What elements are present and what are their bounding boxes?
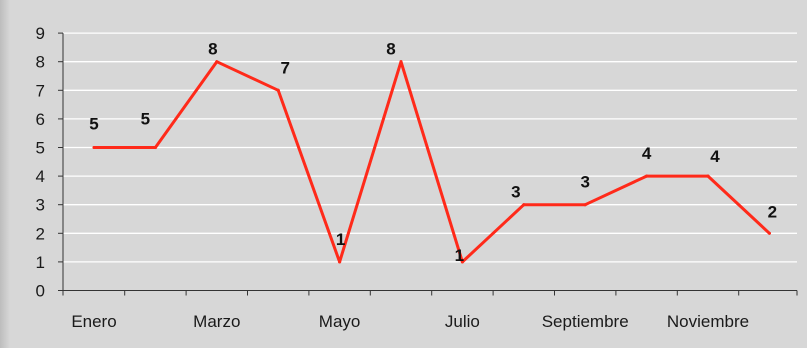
axes	[58, 32, 798, 296]
series-line-segment	[338, 60, 403, 264]
series-line-segment	[276, 88, 342, 264]
data-point	[92, 146, 96, 149]
series-line-segment	[215, 60, 280, 92]
y-tick-label: 2	[36, 224, 45, 243]
x-tick-label: Enero	[71, 312, 116, 331]
data-point	[645, 174, 649, 178]
data-point	[215, 60, 219, 64]
series-line-segment	[399, 60, 464, 264]
data-label: 1	[336, 230, 345, 249]
x-tick-label: Noviembre	[667, 312, 749, 331]
data-label: 2	[768, 202, 777, 221]
x-tick-label: Julio	[445, 312, 480, 331]
data-point	[706, 174, 710, 178]
data-point	[767, 231, 771, 235]
y-tick-label: 4	[36, 167, 45, 186]
y-tick-label: 6	[36, 110, 45, 129]
data-label: 4	[710, 147, 720, 166]
y-tick-label: 3	[36, 196, 45, 215]
series-line-segment	[583, 174, 649, 207]
y-tick-label: 1	[36, 253, 45, 272]
series-line-segment	[460, 203, 526, 264]
data-point	[399, 60, 403, 64]
data-label: 1	[455, 246, 464, 265]
data-label: 5	[141, 110, 150, 129]
data-labels: 5 5 8 7 1 8 1 3 3 4 4 2	[89, 40, 777, 265]
data-point	[460, 260, 464, 264]
data-label: 3	[580, 173, 589, 192]
x-tick-label: Septiembre	[542, 312, 629, 331]
data-label: 3	[511, 183, 520, 202]
x-tick-label: Mayo	[319, 312, 361, 331]
data-point	[276, 88, 280, 92]
data-point	[338, 260, 342, 264]
series-line-segment	[706, 174, 771, 235]
series-line-segment	[153, 60, 219, 149]
data-point	[522, 203, 526, 207]
y-tick-label: 9	[36, 24, 45, 43]
data-label: 8	[208, 40, 217, 59]
tick-labels: 0 1 2 3 4 5 6 7 8 9 Enero Marzo Mayo Julio Septiembre N…	[36, 24, 750, 331]
data-label: 4	[642, 144, 652, 163]
gridlines	[63, 32, 797, 263]
data-label: 7	[280, 58, 289, 77]
data-point	[583, 203, 587, 207]
y-tick-label: 0	[36, 282, 45, 301]
y-tick-label: 5	[36, 139, 45, 158]
series-line-group	[92, 60, 771, 264]
y-tick-label: 8	[36, 53, 45, 72]
x-tick-label: Marzo	[193, 312, 240, 331]
y-tick-label: 7	[36, 81, 45, 100]
data-point	[153, 146, 157, 149]
data-label: 8	[386, 40, 395, 59]
data-label: 5	[89, 115, 98, 134]
